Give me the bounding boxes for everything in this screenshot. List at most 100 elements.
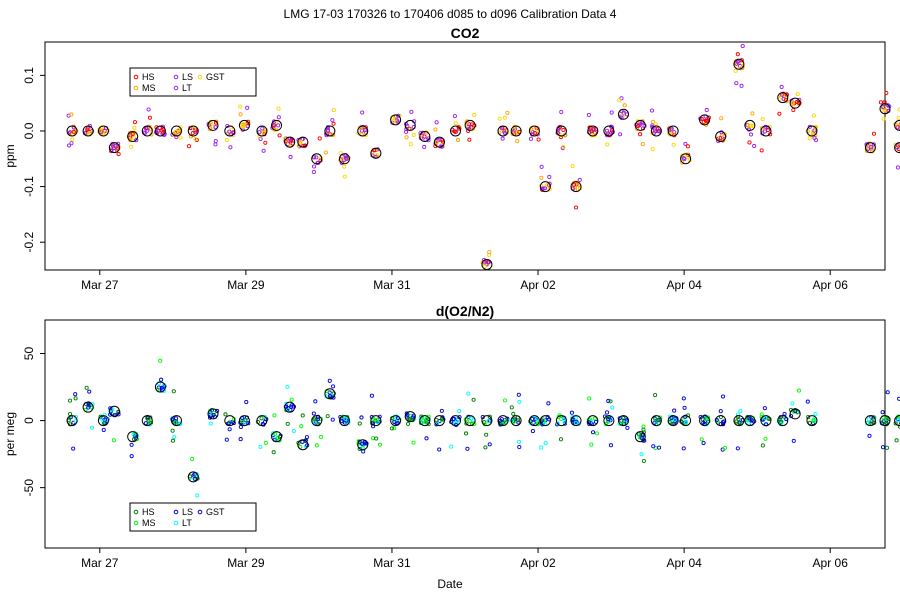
data-point bbox=[300, 439, 305, 444]
data-point bbox=[516, 439, 522, 444]
data-point bbox=[467, 122, 472, 127]
data-point bbox=[760, 117, 765, 122]
mean-marker bbox=[297, 439, 309, 451]
data-point bbox=[289, 397, 294, 402]
mean-marker bbox=[699, 114, 711, 126]
data-point bbox=[331, 121, 336, 126]
data-point bbox=[586, 112, 591, 118]
data-point bbox=[102, 412, 107, 417]
data-point bbox=[528, 136, 534, 141]
data-point bbox=[85, 127, 90, 132]
data-point bbox=[704, 107, 709, 113]
plot-frame bbox=[44, 41, 886, 271]
x-tick-label: Mar 27 bbox=[81, 556, 119, 570]
mean-marker bbox=[284, 401, 296, 413]
legend-box bbox=[129, 502, 257, 532]
mean-marker bbox=[141, 415, 153, 427]
data-point bbox=[374, 436, 379, 441]
y-tick-label: -50 bbox=[22, 479, 36, 497]
mean-marker bbox=[141, 125, 153, 137]
data-point bbox=[331, 395, 336, 400]
data-point bbox=[303, 438, 308, 443]
data-point bbox=[231, 421, 236, 426]
mean-marker bbox=[789, 97, 801, 109]
data-point bbox=[503, 398, 508, 403]
mean-marker bbox=[789, 408, 801, 420]
data-point bbox=[467, 137, 472, 142]
x-tick-label: Mar 31 bbox=[373, 278, 411, 292]
data-point bbox=[277, 438, 282, 443]
mean-marker bbox=[806, 125, 818, 137]
data-point bbox=[132, 135, 137, 141]
data-point bbox=[651, 444, 656, 449]
data-point bbox=[409, 109, 414, 114]
legend-label: MS bbox=[142, 518, 156, 528]
data-point bbox=[177, 422, 183, 427]
data-point bbox=[311, 169, 316, 175]
data-point bbox=[66, 143, 72, 148]
data-point bbox=[176, 128, 181, 133]
data-point bbox=[587, 396, 592, 401]
data-point bbox=[639, 452, 644, 457]
data-point bbox=[299, 424, 304, 429]
mean-marker bbox=[744, 119, 756, 131]
data-point bbox=[763, 436, 768, 441]
data-point bbox=[667, 132, 672, 137]
data-point bbox=[360, 441, 365, 446]
mean-marker bbox=[108, 142, 120, 154]
mean-marker bbox=[806, 415, 818, 427]
mean-marker bbox=[207, 119, 219, 131]
data-point bbox=[272, 127, 277, 132]
data-point bbox=[752, 143, 757, 149]
data-point bbox=[517, 444, 522, 450]
mean-marker bbox=[570, 415, 582, 427]
data-point bbox=[87, 389, 92, 394]
data-point bbox=[422, 144, 427, 150]
data-point bbox=[111, 438, 116, 443]
data-point bbox=[411, 440, 416, 445]
data-point bbox=[625, 425, 630, 430]
mean-marker bbox=[357, 125, 369, 137]
data-point bbox=[371, 417, 376, 422]
data-point bbox=[271, 450, 276, 455]
legend-box bbox=[129, 67, 257, 97]
mean-marker bbox=[324, 125, 336, 137]
data-point bbox=[261, 148, 266, 153]
data-point bbox=[102, 421, 107, 426]
data-point bbox=[486, 418, 491, 423]
data-point bbox=[748, 132, 754, 137]
y-axis-label: ppm bbox=[3, 144, 17, 167]
data-point bbox=[867, 433, 872, 438]
data-point bbox=[129, 144, 134, 149]
mean-marker bbox=[510, 415, 522, 427]
data-point bbox=[543, 441, 548, 446]
mean-marker bbox=[433, 136, 445, 148]
mean-marker bbox=[338, 415, 350, 427]
data-point bbox=[342, 157, 347, 162]
data-point bbox=[434, 140, 439, 145]
data-point bbox=[213, 125, 218, 130]
data-point bbox=[69, 112, 74, 117]
data-point bbox=[681, 446, 686, 451]
data-point bbox=[880, 445, 886, 450]
mean-marker bbox=[170, 415, 182, 427]
data-point bbox=[363, 133, 368, 138]
x-tick-label: Apr 04 bbox=[666, 278, 702, 292]
mean-marker bbox=[777, 92, 789, 104]
data-point bbox=[238, 437, 243, 442]
data-point bbox=[246, 421, 251, 426]
data-point bbox=[878, 100, 883, 105]
data-point bbox=[331, 107, 336, 113]
data-point bbox=[404, 135, 409, 140]
data-point bbox=[605, 142, 610, 147]
data-point bbox=[573, 415, 578, 421]
data-point bbox=[515, 139, 520, 144]
data-point bbox=[589, 128, 594, 133]
data-point bbox=[108, 406, 113, 411]
data-point bbox=[288, 154, 293, 160]
data-point bbox=[129, 454, 134, 459]
data-point bbox=[895, 125, 900, 130]
mean-marker bbox=[539, 181, 551, 193]
data-point bbox=[898, 143, 900, 148]
data-point bbox=[871, 142, 876, 147]
